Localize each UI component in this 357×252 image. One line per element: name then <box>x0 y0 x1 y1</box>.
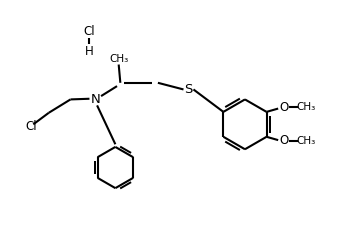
Text: CH₃: CH₃ <box>296 102 315 112</box>
Text: N: N <box>91 93 100 106</box>
Text: Cl: Cl <box>83 25 95 38</box>
Text: H: H <box>84 45 93 58</box>
Text: CH₃: CH₃ <box>109 54 128 64</box>
Text: CH₃: CH₃ <box>296 136 315 146</box>
Text: O: O <box>279 101 288 114</box>
Text: O: O <box>279 134 288 147</box>
Text: S: S <box>184 83 193 96</box>
Text: Cl: Cl <box>26 119 37 133</box>
